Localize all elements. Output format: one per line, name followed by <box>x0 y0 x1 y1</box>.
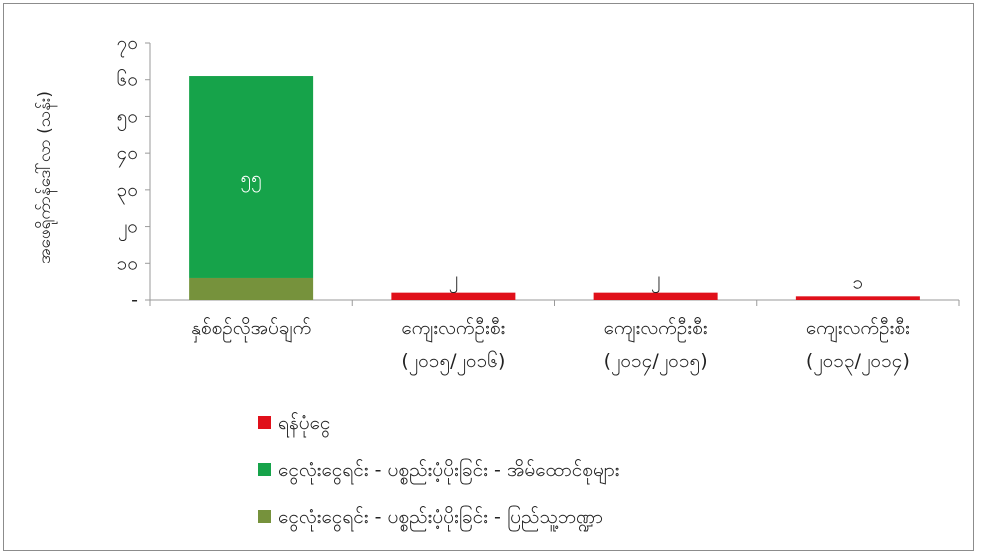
legend-entry: ရန်ပုံငွေ <box>278 411 330 438</box>
x-category-label: (၂၀၁၄/၂၀၁၅) <box>604 350 708 376</box>
y-tick-label: - <box>131 289 138 311</box>
y-tick-label: ၃၀ <box>117 179 138 205</box>
data-label: ၂ <box>651 268 660 294</box>
bar-segment <box>189 76 314 278</box>
y-tick-label: ၅၀ <box>117 105 138 131</box>
legend-entry: ငွေလုံးငွေရင်း - ပစ္စည်းပံ့ပိုးခြင်း - အ… <box>278 457 619 485</box>
y-axis-label: အဖေရိုက်ာန်ဒေါ်လာ (သန်း) <box>34 91 58 264</box>
bar-segment <box>795 296 920 300</box>
data-label: ၂ <box>449 268 458 294</box>
x-category-label: ကျေးလက်ဦးစီး <box>604 316 708 343</box>
y-tick-label: ၇၀ <box>117 32 138 58</box>
legend-swatch <box>258 510 271 523</box>
x-category-label: ကျေးလက်ဦးစီး <box>401 316 505 343</box>
x-category-label: (၂၀၁၃/၂၀၁၄) <box>806 350 910 376</box>
y-tick-label: ၂၀ <box>118 216 138 242</box>
bar-segment <box>189 277 314 300</box>
y-tick-label: ၄၀ <box>117 142 138 168</box>
y-tick-label: ၆၀ <box>117 68 138 91</box>
data-label: ၅၅ <box>240 167 261 193</box>
x-category-label: နှစ်စဉ်လိုအပ်ချက် <box>191 316 311 343</box>
y-tick-label: ၁၀ <box>117 252 138 274</box>
legend-swatch <box>258 463 271 476</box>
bar-segment <box>593 292 718 300</box>
x-category-label: (၂၀၁၅/၂၀၁၆) <box>401 349 505 376</box>
data-label: ၁ <box>853 271 864 293</box>
bar-segment <box>391 292 516 300</box>
legend-entry: ငွေလုံးငွေရင်း - ပစ္စည်းပံ့ပိုးခြင်း - ပ… <box>278 504 603 532</box>
x-category-label: ကျေးလက်ဦးစီး <box>806 316 910 343</box>
legend-swatch <box>258 416 271 429</box>
